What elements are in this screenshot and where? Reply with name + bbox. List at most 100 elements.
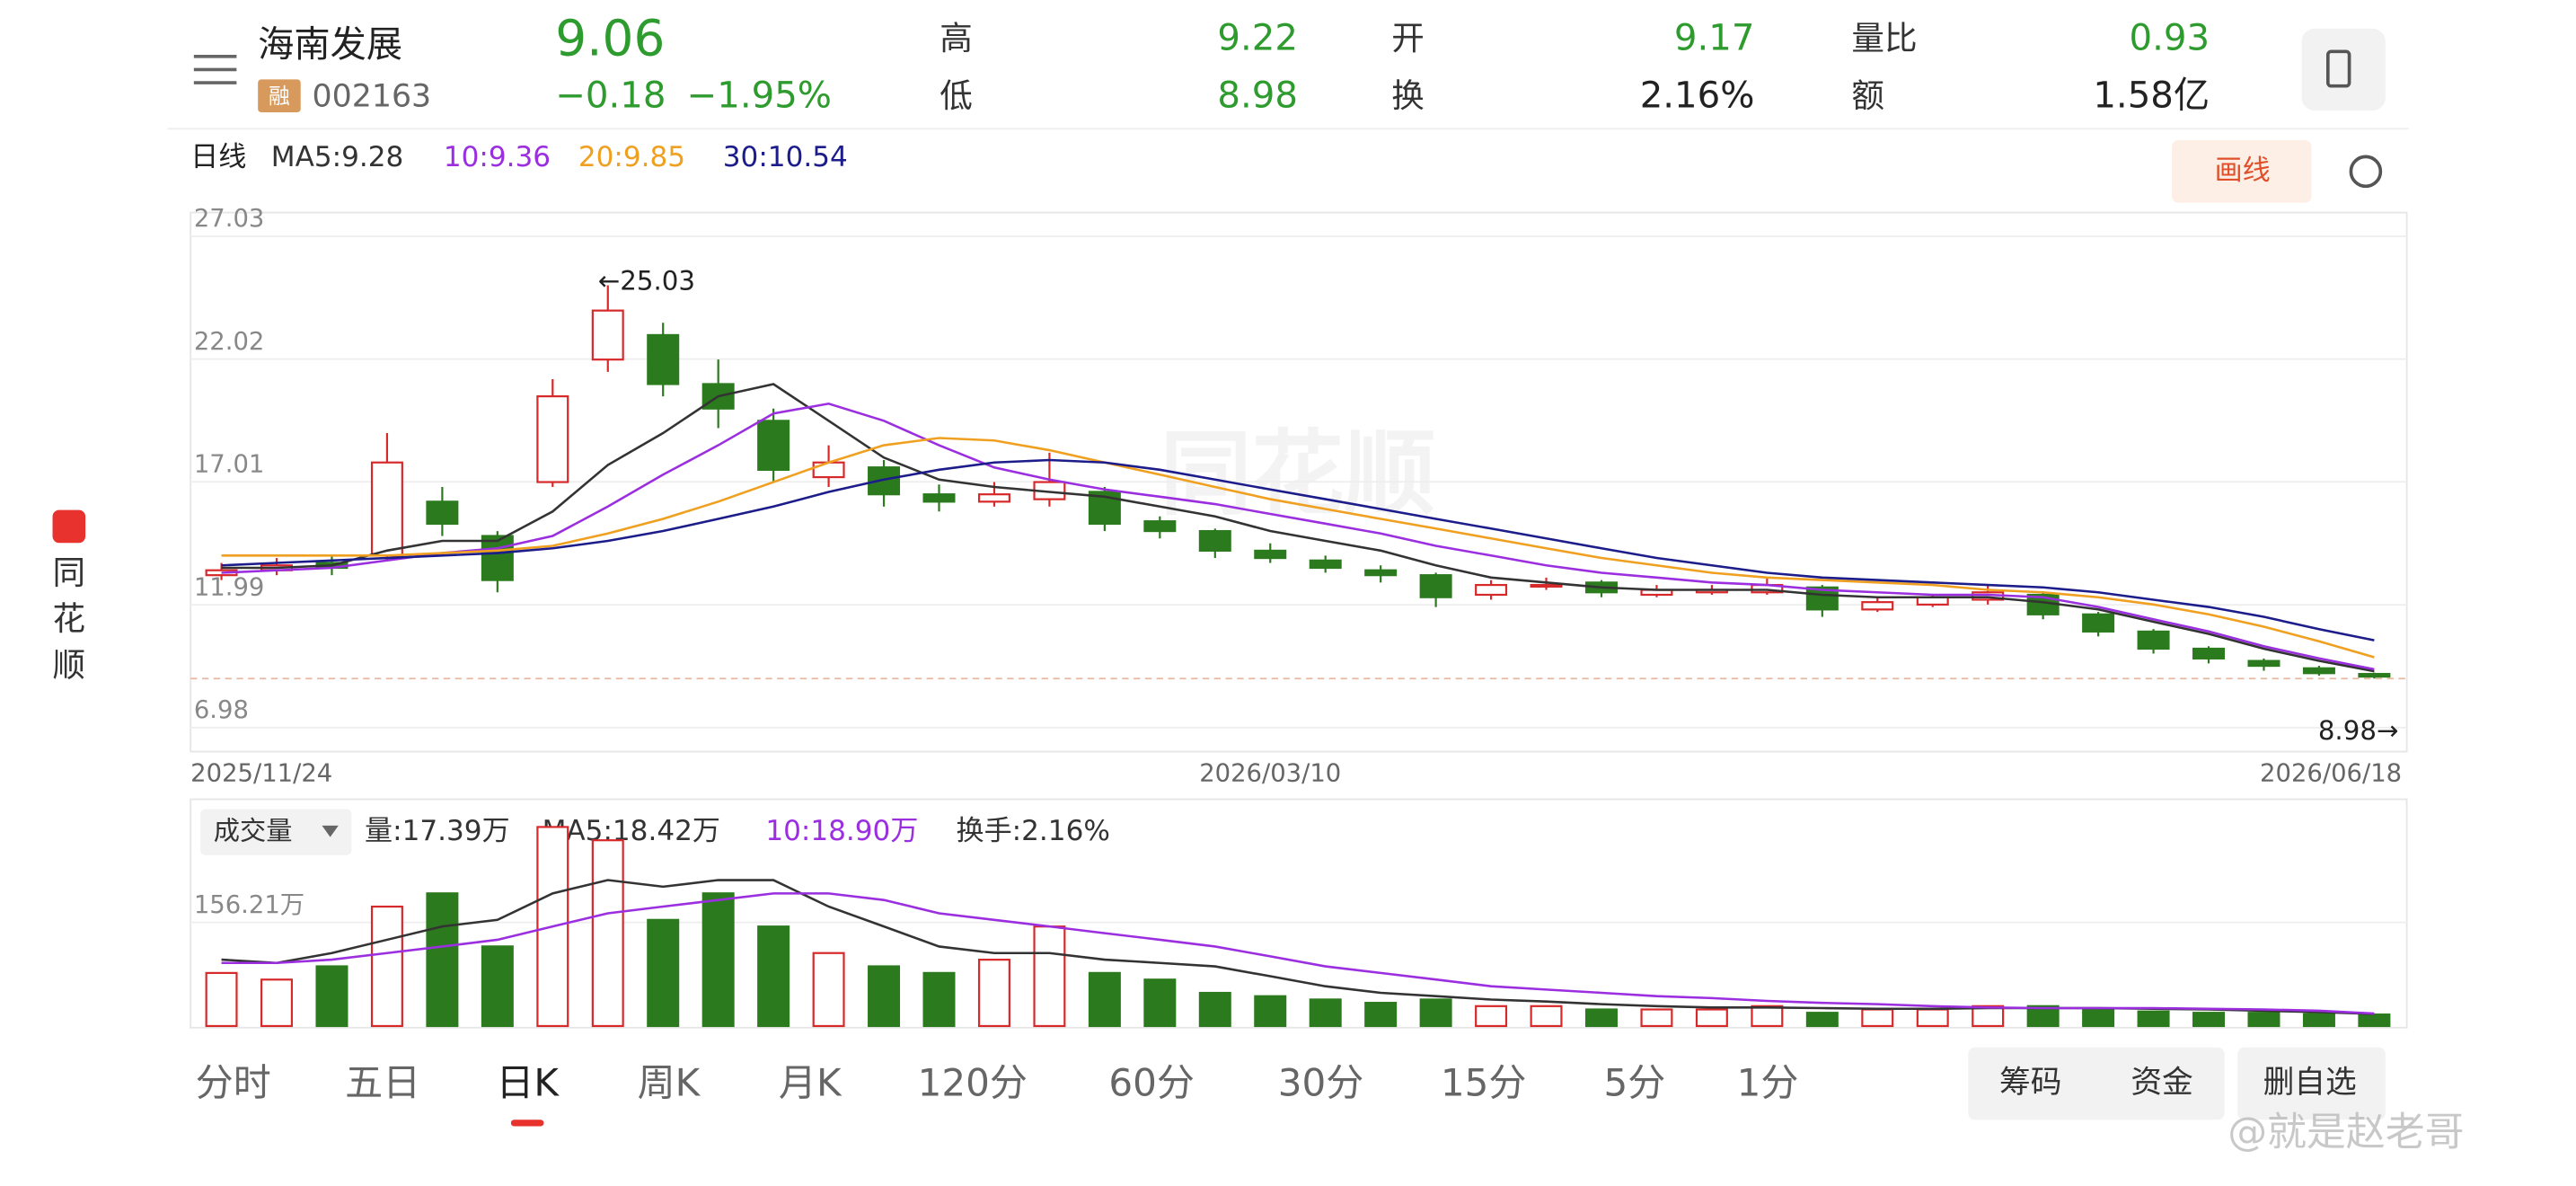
candle-body [1475,583,1508,597]
draw-button[interactable] [2172,140,2312,203]
candle-body [1861,601,1894,611]
volume-dropdown[interactable] [200,809,352,855]
candle-body [2192,647,2226,659]
volume-bar [1143,978,1177,1028]
volume-bar [812,951,845,1028]
y-tick-label: 11.99 [194,573,265,601]
candle-body [426,500,459,525]
volume-bar [2026,1005,2060,1028]
tab[interactable]: 120分 [918,1060,1028,1104]
x-tick-label: 2026/03/10 [1199,760,1341,788]
stat-label: 量比 [1851,19,1917,58]
side-logo-icon [52,509,86,544]
candle-body [1143,520,1177,533]
volume-legend-item: 量:17.39万 [365,815,510,847]
candle-body [1309,559,1342,570]
y-tick-label: 156.21万 [194,891,304,919]
volume-legend-item: 换手:2.16% [957,815,1110,847]
volume-bar [1254,995,1287,1028]
volume-bar [2247,1012,2280,1028]
ma-line [221,458,2375,642]
volume-bar [1033,925,1066,1028]
volume-bar [1419,998,1452,1028]
volume-bar [701,892,735,1028]
tab[interactable]: 15分 [1441,1060,1527,1104]
volume-legend-item: 10:18.90万 [765,815,918,847]
buttons: 筹码 资金 删自选 [1968,1047,2386,1120]
volume-bar [1861,1008,1894,1028]
tab[interactable]: 分时 [196,1060,271,1104]
volume-bar [591,839,624,1028]
tab[interactable]: 1分 [1737,1060,1799,1104]
volume-bar [1972,1005,2005,1028]
volume-bar [2192,1012,2226,1028]
tab[interactable]: 30分 [1278,1060,1364,1104]
volume-title: 成交量 [214,816,293,846]
candle-body [536,394,569,483]
candle-body [370,461,403,557]
stat-label: 低 [940,76,973,115]
x-tick-label: 2025/11/24 [190,760,332,788]
tab[interactable]: 五日 [345,1060,420,1104]
candle-body [2358,672,2391,678]
menu-icon[interactable] [193,54,237,84]
period-label: 日线 [190,141,246,173]
margin-tag-bg [258,79,301,112]
ma-legend-item: MA5:9.28 [271,141,404,173]
volume-bar [977,959,1010,1028]
settings-icon[interactable] [2349,155,2383,189]
change: −0.18 [555,75,666,117]
stat-value: 8.98 [1217,75,1298,117]
volume-bar [1640,1008,1673,1028]
volume-bar [922,971,956,1028]
candle-body [2137,630,2170,651]
high-annotation: ←25.03 [598,265,695,296]
tab[interactable]: 日K [496,1060,560,1104]
stat-value: 0.93 [2130,18,2210,59]
watermark: @就是赵老哥 [2228,1110,2464,1155]
ma-line [221,402,2375,671]
volume-bar [426,892,459,1028]
volume-bar [536,826,569,1028]
volume-bar [481,945,514,1028]
tab[interactable]: 60分 [1108,1060,1195,1104]
button[interactable]: 筹码 [1999,1065,2061,1101]
button-group-bg [1968,1047,2225,1120]
ma-legend: MA5:9.28 10:9.36 20:9.85 30:10.54 [271,141,848,173]
device-button[interactable] [2301,28,2386,111]
side-logo: 同花顺 [53,553,86,683]
candle-body [2302,667,2335,675]
volume-frame [190,798,2408,1029]
candle-body [2247,659,2280,668]
candle-body [922,493,956,503]
volume-bar [2137,1010,2170,1028]
tab[interactable]: 月K [779,1060,842,1104]
candle-body [647,333,680,385]
candle-body [977,493,1010,503]
ma-line [221,383,2375,673]
volume-bar [315,965,348,1028]
volume-legend-item: MA5:18.42万 [543,815,720,847]
y-tick-label: 27.03 [194,205,265,233]
button[interactable]: 删自选 [2263,1065,2357,1101]
volume-bar [1198,991,1231,1028]
tab[interactable]: 周K [638,1060,701,1104]
candle-body [481,535,514,581]
stat-value: 2.16% [1640,75,1755,117]
tab[interactable]: 5分 [1604,1060,1666,1104]
volume-bar [1695,1008,1728,1028]
ma-legend-item: 20:9.85 [578,141,685,173]
candle-body [591,309,624,361]
stats: 高 9.22 低 8.98 开 9.17 换 2.16% 量比 0.93 额 1.58亿 [940,18,2210,117]
candle-body [701,383,735,410]
candle-body [757,420,790,471]
draw-button-label: 画线 [2215,155,2271,187]
volume-bar [868,965,901,1028]
volume-bar [1475,1005,1508,1028]
volume-bar [1751,1005,1784,1028]
ma-legend-item: 10:9.36 [444,141,551,173]
candle-body [1198,529,1231,552]
volume-bar [1916,1008,1949,1028]
button[interactable]: 资金 [2130,1065,2193,1101]
